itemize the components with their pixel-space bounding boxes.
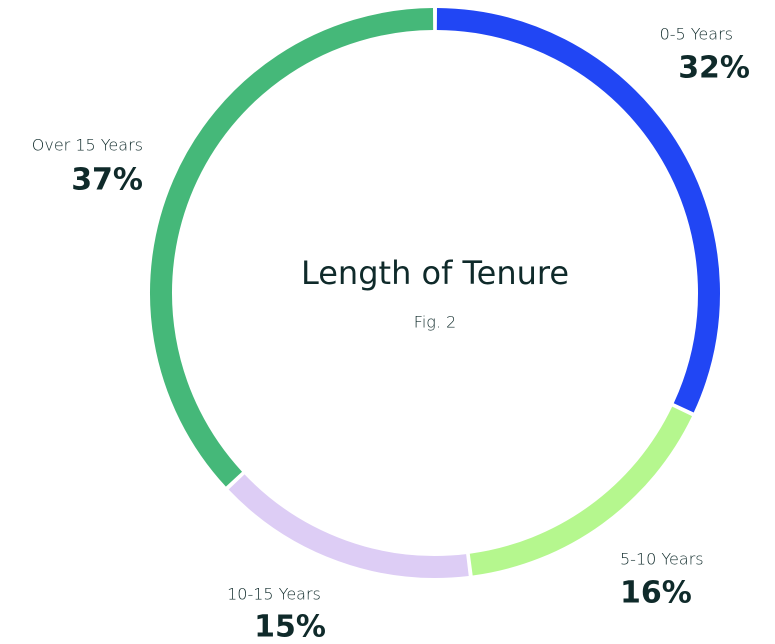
donut-segment bbox=[436, 8, 720, 413]
value-label: 32% bbox=[678, 51, 750, 86]
donut-segment bbox=[469, 406, 693, 576]
value-label: 15% bbox=[254, 610, 326, 644]
slice-label: 0-5 Years bbox=[660, 25, 733, 44]
slice-label: Over 15 Years bbox=[32, 136, 143, 155]
value-label: 37% bbox=[71, 163, 143, 198]
donut-segment bbox=[150, 8, 434, 487]
chart-title: Length of Tenure bbox=[301, 254, 569, 292]
slice-label: 5-10 Years bbox=[620, 550, 704, 569]
slice-label: 10-15 Years bbox=[227, 585, 321, 604]
donut-segment bbox=[228, 474, 469, 578]
chart-subtitle: Fig. 2 bbox=[414, 313, 456, 332]
value-label: 16% bbox=[620, 576, 692, 611]
